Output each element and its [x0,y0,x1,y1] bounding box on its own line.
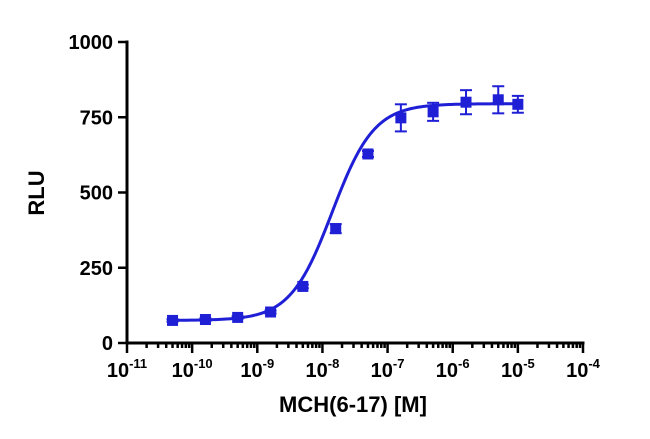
y-tick-label: 250 [80,258,113,280]
x-tick-base: 10 [371,360,393,382]
plot-area [166,85,524,326]
y-axis-title: RLU [24,170,49,215]
x-tick-exponent: -5 [523,356,535,371]
data-point [362,148,374,160]
x-tick-exponent: -6 [458,356,470,371]
x-tick-base: 10 [306,360,328,382]
data-point [199,314,211,326]
data-point [330,223,342,235]
data-point [265,306,277,318]
y-tick-label: 750 [80,107,113,129]
x-tick-label: 10-8 [306,356,340,382]
x-tick-base: 10 [107,360,129,382]
x-tick-exponent: -11 [129,356,147,371]
y-tick-label: 0 [102,333,113,355]
data-point [427,106,439,118]
data-point [395,112,407,124]
data-point [167,314,179,326]
y-tick-label: 500 [80,183,113,205]
x-tick-exponent: -4 [588,356,600,371]
data-point [512,98,524,110]
x-tick-base: 10 [436,360,458,382]
x-axis-title: MCH(6-17) [M] [279,392,427,417]
x-tick-label: 10-5 [501,356,535,382]
x-tick-label: 10-9 [240,356,274,382]
x-tick-base: 10 [501,360,523,382]
fit-curve [172,102,518,322]
data-point [297,280,309,292]
x-tick-exponent: -9 [263,356,275,371]
x-tick-label: 10-6 [436,356,470,382]
x-tick-exponent: -7 [393,356,405,371]
x-tick-label: 10-10 [172,356,213,382]
data-point [232,311,244,323]
x-tick-base: 10 [172,360,194,382]
x-tick-label: 10-7 [371,356,405,382]
y-axis-ticks: 0 250 500 750 1000 [69,32,127,355]
data-point [492,94,504,106]
y-tick-label: 1000 [69,32,114,54]
x-tick-exponent: -8 [328,356,340,371]
x-tick-exponent: -10 [194,356,213,371]
x-tick-label: 10-4 [566,356,601,382]
x-axis-ticks: 10-11 10-10 10-9 10-8 10-7 10-6 10-5 10-4 [107,343,601,382]
x-tick-base: 10 [566,360,588,382]
x-tick-label: 10-11 [107,356,147,382]
x-tick-base: 10 [240,360,262,382]
data-point [460,96,472,108]
